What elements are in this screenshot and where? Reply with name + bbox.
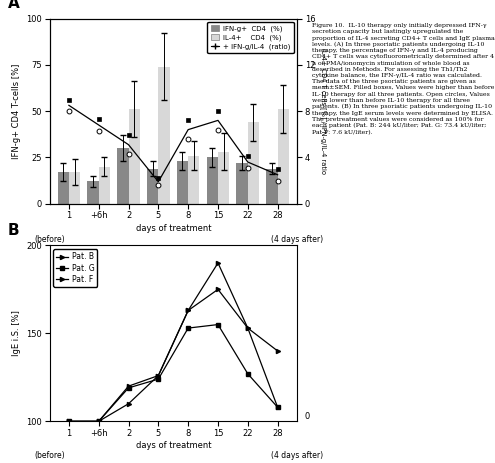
Pat. F [245, 325, 251, 331]
Pat. G [185, 325, 191, 331]
Pat. F [126, 401, 132, 407]
Bar [57, 172, 69, 204]
Bar [147, 169, 158, 204]
Pat. G [215, 322, 221, 327]
Legend: IFN-g+  CD4  (%), IL-4+    CD4  (%), + IFN-g/IL-4  (ratio): IFN-g+ CD4 (%), IL-4+ CD4 (%), + IFN-g/I… [207, 22, 294, 53]
Pat. B [245, 325, 251, 331]
Bar [88, 181, 99, 204]
Text: A: A [7, 0, 19, 11]
Pat. G [126, 385, 132, 391]
Pat. G [96, 419, 101, 424]
Text: (4 days after): (4 days after) [271, 235, 323, 244]
Pat. F [155, 373, 161, 378]
Y-axis label: IL-4+ CD4 T cells [%] / IFN-g/IL-4 ratio: IL-4+ CD4 T cells [%] / IFN-g/IL-4 ratio [320, 48, 326, 174]
Pat. F [215, 287, 221, 292]
Bar [99, 167, 110, 204]
Pat. G [245, 371, 251, 376]
Text: B: B [7, 223, 19, 238]
Pat. F [275, 348, 281, 354]
Text: (before): (before) [34, 451, 65, 460]
Line: Pat. B: Pat. B [67, 261, 280, 423]
Bar [69, 172, 80, 204]
Bar [278, 109, 289, 204]
Pat. G [155, 376, 161, 382]
Pat. G [275, 405, 281, 410]
Bar [188, 156, 199, 204]
Line: Pat. G: Pat. G [67, 323, 280, 423]
Bar [218, 152, 229, 204]
Text: 0: 0 [304, 413, 310, 421]
Pat. B [66, 419, 72, 424]
Y-axis label: IgE i.S. [%]: IgE i.S. [%] [11, 310, 21, 357]
Bar [158, 67, 170, 204]
Bar [129, 109, 140, 204]
Pat. G [66, 419, 72, 424]
Pat. B [185, 308, 191, 313]
Text: (4 days after): (4 days after) [271, 451, 323, 460]
Pat. F [185, 308, 191, 313]
Bar [266, 169, 278, 204]
Text: days of treatment: days of treatment [136, 224, 211, 233]
Bar [248, 122, 259, 204]
Bar [237, 163, 248, 204]
Pat. B [126, 383, 132, 389]
Text: days of treatment: days of treatment [136, 441, 211, 450]
Bar [117, 148, 129, 204]
Pat. B [275, 405, 281, 410]
Bar [177, 161, 188, 204]
Text: (before): (before) [34, 235, 65, 244]
Text: Figure 10.  IL-10 therapy only initially depressed IFN-γ secretion capacity but : Figure 10. IL-10 therapy only initially … [312, 23, 495, 135]
Line: Pat. F: Pat. F [67, 288, 280, 423]
Y-axis label: IFN-g+ CD4 T-cells [%]: IFN-g+ CD4 T-cells [%] [11, 63, 21, 159]
Bar [206, 157, 218, 204]
Pat. B [155, 373, 161, 378]
Legend: Pat. B, Pat. G, Pat. F: Pat. B, Pat. G, Pat. F [53, 249, 98, 287]
Pat. B [96, 419, 101, 424]
Pat. F [96, 419, 101, 424]
Pat. F [66, 419, 72, 424]
Pat. B [215, 260, 221, 266]
